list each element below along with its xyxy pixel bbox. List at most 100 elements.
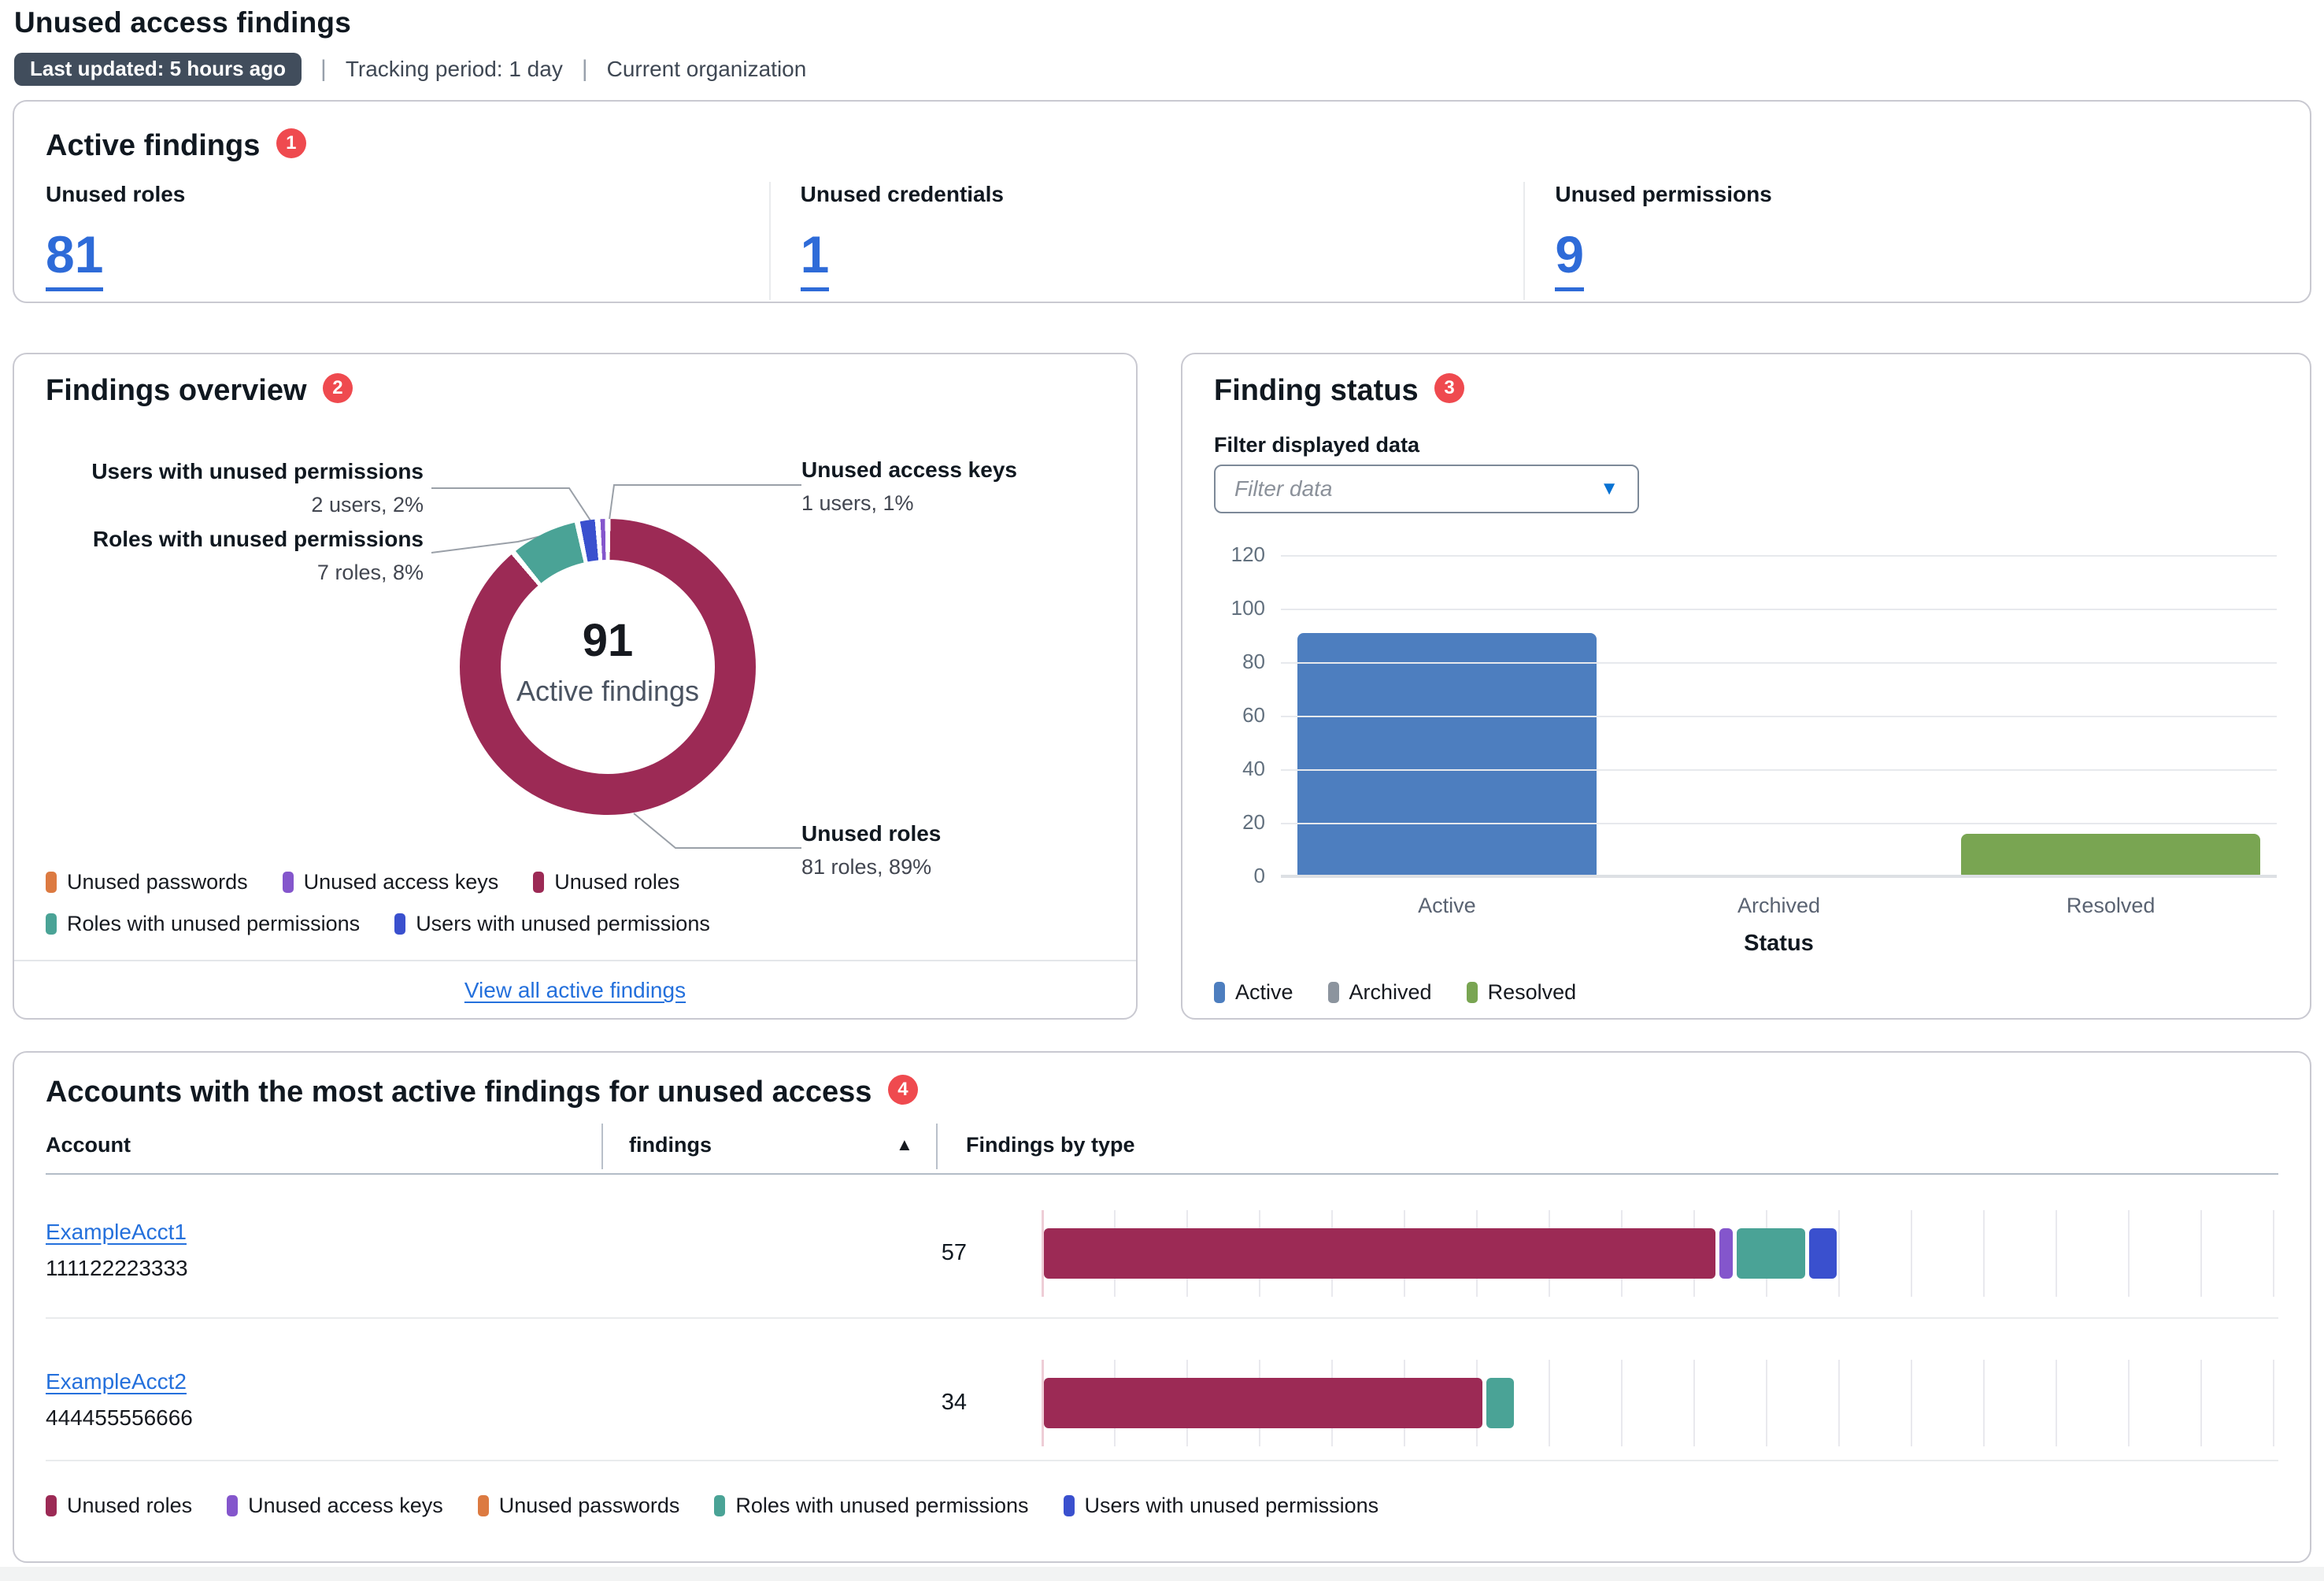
legend-swatch-icon: [1328, 982, 1339, 1003]
legend-label: Unused access keys: [304, 870, 499, 894]
callout-label: Unused roles: [801, 820, 941, 847]
callout-sub: 1 users, 1%: [801, 491, 1017, 516]
step-badge-3: 3: [1434, 373, 1464, 403]
meta-separator: |: [582, 56, 588, 83]
select-placeholder: Filter data: [1234, 476, 1333, 502]
step-badge-1: 1: [276, 128, 306, 158]
stacked-findings-bar: [1044, 1228, 1837, 1279]
column-divider: [936, 1124, 938, 1169]
status-bar-chart: 120100806040200: [1281, 555, 2277, 876]
findings-by-type-cell: [1042, 1210, 2277, 1297]
bar-segment-unused-access-keys[interactable]: [1719, 1228, 1733, 1279]
legend-label: Unused roles: [67, 1494, 192, 1518]
legend-item: Unused passwords: [46, 870, 248, 894]
page-title: Unused access findings: [14, 6, 806, 39]
findings-by-type-cell: [1042, 1360, 2277, 1446]
account-link[interactable]: ExampleAcct2: [46, 1369, 187, 1394]
active-findings-header: Active findings 1: [46, 128, 2278, 163]
gridline: [1281, 716, 2277, 717]
x-axis-label: Archived: [1613, 894, 1945, 918]
filter-displayed-data-label: Filter displayed data: [1214, 433, 1419, 457]
legend-swatch-icon: [46, 1495, 57, 1516]
y-axis-tick-label: 40: [1198, 757, 1265, 781]
accounts-table-title: Accounts with the most active findings f…: [46, 1076, 872, 1109]
legend-label: Resolved: [1488, 980, 1577, 1005]
unused-credentials-count-link[interactable]: 1: [801, 225, 830, 283]
active-bar[interactable]: [1297, 633, 1597, 876]
unused-roles-count-link[interactable]: 81: [46, 225, 103, 283]
legend-swatch-icon: [283, 872, 294, 893]
account-cell: ExampleAcct2 444455556666: [46, 1369, 193, 1431]
gridline: [1281, 823, 2277, 824]
callout-label: Users with unused permissions: [91, 458, 424, 485]
callout-users-with-unused-permissions: Users with unused permissions 2 users, 2…: [91, 458, 424, 517]
y-axis-tick-label: 100: [1198, 596, 1265, 620]
legend-swatch-icon: [714, 1495, 725, 1516]
gridline: [1281, 555, 2277, 557]
legend-swatch-icon: [394, 913, 405, 935]
column-header-findings-by-type[interactable]: Findings by type: [966, 1133, 1135, 1157]
step-badge-2: 2: [323, 373, 353, 403]
legend-item: Unused roles: [46, 1494, 192, 1518]
view-all-active-findings-link[interactable]: View all active findings: [464, 978, 686, 1002]
callout-sub: 2 users, 2%: [91, 493, 424, 517]
legend-item: Roles with unused permissions: [46, 912, 360, 936]
callout-label: Unused access keys: [801, 457, 1017, 483]
gridline: [1281, 609, 2277, 610]
sort-ascending-icon[interactable]: ▲: [896, 1135, 913, 1155]
legend-swatch-icon: [227, 1495, 238, 1516]
bar-segment-roles-with-unused-permissions[interactable]: [1486, 1378, 1514, 1428]
resolved-bar[interactable]: [1961, 834, 2260, 876]
page-meta-row: Last updated: 5 hours ago | Tracking per…: [14, 52, 806, 87]
last-updated-badge: Last updated: 5 hours ago: [14, 53, 302, 86]
row-separator: [46, 1460, 2278, 1461]
accounts-table-header: Accounts with the most active findings f…: [46, 1075, 918, 1109]
callout-label: Roles with unused permissions: [93, 526, 424, 553]
accounts-table-card: Accounts with the most active findings f…: [13, 1051, 2311, 1563]
stacked-findings-bar: [1044, 1378, 1514, 1428]
donut-total-value: 91: [460, 614, 756, 667]
account-id: 111122223333: [46, 1256, 188, 1281]
y-axis-tick-label: 80: [1198, 650, 1265, 674]
legend-label: Archived: [1349, 980, 1432, 1005]
row-separator: [46, 1317, 2278, 1319]
legend-item: Users with unused permissions: [394, 912, 710, 936]
column-header-account[interactable]: Account: [46, 1133, 131, 1157]
account-link[interactable]: ExampleAcct1: [46, 1220, 187, 1244]
status-x-labels: ActiveArchivedResolved: [1281, 894, 2277, 918]
legend-label: Unused roles: [554, 870, 679, 894]
metric-unused-roles: Unused roles 81: [46, 182, 769, 300]
meta-separator: |: [320, 56, 327, 83]
page-bottom-strip: [0, 1567, 2324, 1581]
legend-item: Resolved: [1467, 980, 1577, 1005]
legend-item: Unused access keys: [227, 1494, 443, 1518]
active-findings-card: Active findings 1 Unused roles 81 Unused…: [13, 100, 2311, 303]
card-footer: View all active findings: [14, 978, 1136, 1003]
legend-label: Unused passwords: [499, 1494, 680, 1518]
findings-overview-header: Findings overview 2: [46, 373, 353, 408]
legend-swatch-icon: [1214, 982, 1225, 1003]
y-axis-tick-label: 120: [1198, 542, 1265, 567]
scope-text: Current organization: [607, 57, 807, 82]
x-axis-label: Resolved: [1945, 894, 2277, 918]
legend-swatch-icon: [478, 1495, 489, 1516]
unused-permissions-count-link[interactable]: 9: [1555, 225, 1584, 283]
filter-data-select[interactable]: Filter data ▼: [1214, 465, 1639, 513]
bar-segment-roles-with-unused-permissions[interactable]: [1737, 1228, 1805, 1279]
card-footer-divider: [14, 960, 1136, 961]
legend-item: Unused passwords: [478, 1494, 680, 1518]
legend-swatch-icon: [46, 913, 57, 935]
column-divider: [601, 1124, 603, 1169]
table-header-underline: [46, 1173, 2278, 1175]
x-axis-line: [1281, 875, 2277, 878]
legend-swatch-icon: [1467, 982, 1478, 1003]
account-cell: ExampleAcct1 111122223333: [46, 1220, 188, 1281]
bar-segment-users-with-unused-permissions[interactable]: [1809, 1228, 1837, 1279]
bar-segment-unused-roles[interactable]: [1044, 1228, 1715, 1279]
donut-center-label: 91 Active findings: [460, 614, 756, 708]
callout-unused-access-keys: Unused access keys 1 users, 1%: [801, 457, 1017, 516]
column-header-findings[interactable]: findings: [629, 1133, 712, 1157]
y-axis-tick-label: 0: [1198, 864, 1265, 888]
bar-segment-unused-roles[interactable]: [1044, 1378, 1482, 1428]
finding-status-title: Finding status: [1214, 374, 1419, 408]
